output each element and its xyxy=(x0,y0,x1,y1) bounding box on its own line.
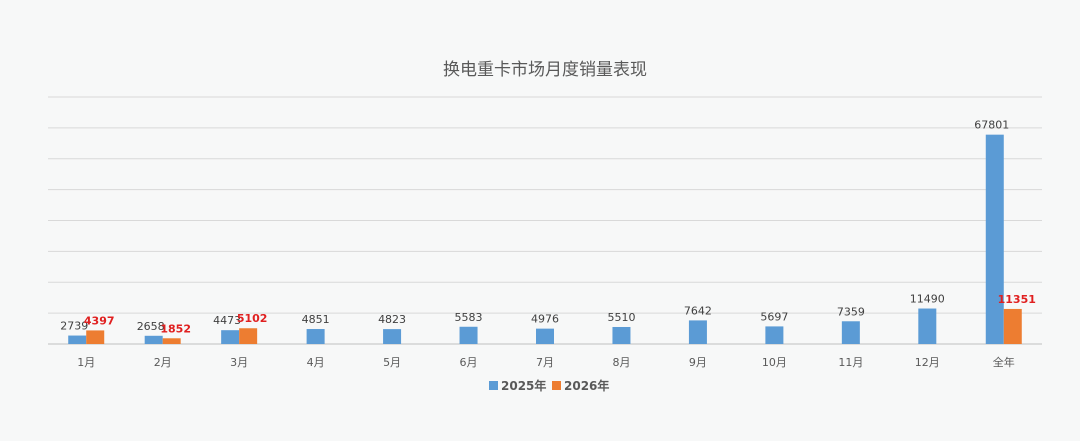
x-tick-label: 2月 xyxy=(154,356,172,369)
bar-2025 xyxy=(612,326,631,344)
bar-2025 xyxy=(536,328,554,344)
bar-2025 xyxy=(144,335,163,344)
x-tick-label: 1月 xyxy=(77,356,95,369)
bar-2025 xyxy=(221,330,240,344)
data-label-2025: 2658 xyxy=(137,320,165,333)
bar-2025 xyxy=(841,321,860,344)
data-label-2026: 11351 xyxy=(998,293,1036,306)
data-label-2026: 4397 xyxy=(84,314,115,327)
bar-2025 xyxy=(306,329,325,344)
bar-2025 xyxy=(765,326,784,344)
bars xyxy=(68,134,1022,344)
data-label-2025: 5510 xyxy=(607,311,635,324)
x-tick-label: 11月 xyxy=(838,356,863,369)
x-tick-label: 全年 xyxy=(993,355,1015,369)
legend-swatch xyxy=(552,381,561,390)
data-label-2025: 7359 xyxy=(837,305,865,318)
data-label-2025: 7642 xyxy=(684,304,712,317)
data-label-2025: 4976 xyxy=(531,313,559,326)
bar-2025 xyxy=(459,326,478,344)
x-tick-label: 5月 xyxy=(383,356,401,369)
bar-2025 xyxy=(688,320,707,344)
x-tick-label: 10月 xyxy=(762,356,787,369)
bar-2026 xyxy=(86,330,105,344)
x-tick-label: 7月 xyxy=(536,356,554,369)
chart-title: 换电重卡市场月度销量表现 xyxy=(443,60,647,80)
data-label-2025: 67801 xyxy=(974,119,1009,132)
bar-2025 xyxy=(985,134,1004,344)
data-label-2026: 1852 xyxy=(160,322,191,335)
x-tick-label: 8月 xyxy=(612,356,630,369)
data-label-2025: 5583 xyxy=(455,311,483,324)
legend-label: 2026年 xyxy=(564,378,609,393)
data-label-2025: 11490 xyxy=(910,293,945,306)
bar-2025 xyxy=(383,329,402,344)
x-tick-label: 9月 xyxy=(689,356,707,369)
x-tick-label: 4月 xyxy=(307,356,325,369)
bar-2026 xyxy=(239,328,258,344)
data-label-2025: 4823 xyxy=(378,313,406,326)
legend-swatch xyxy=(489,381,498,390)
bar-2025 xyxy=(918,308,937,344)
gridlines xyxy=(48,96,1042,345)
bar-2026 xyxy=(162,338,181,344)
data-label-2025: 5697 xyxy=(760,310,788,323)
x-tick-label: 12月 xyxy=(915,356,940,369)
x-tick-label: 6月 xyxy=(460,356,478,369)
data-label-2026: 5102 xyxy=(237,312,268,325)
data-label-2025: 2739 xyxy=(60,320,88,333)
legend: 2025年 2026年 xyxy=(489,378,609,393)
legend-label: 2025年 xyxy=(501,378,546,393)
data-label-2025: 4851 xyxy=(302,313,330,326)
data-label-2025: 4473 xyxy=(213,314,241,327)
x-tick-label: 3月 xyxy=(230,356,248,369)
bar-2025 xyxy=(68,335,87,344)
bar-2026 xyxy=(1003,308,1022,344)
x-tick-labels: 1月 2月 3月 4月 5月 6月 7月 8月 9月 10月 11月 12月 全年 xyxy=(77,355,1015,369)
